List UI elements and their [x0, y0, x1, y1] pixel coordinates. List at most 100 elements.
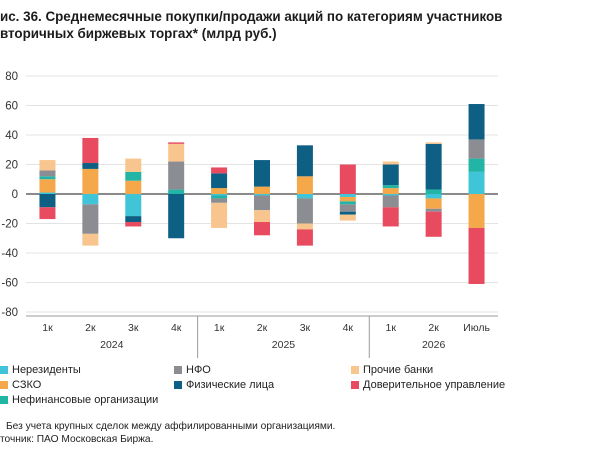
x-tick-label: 2к — [428, 322, 439, 334]
x-tick-label: 4к — [343, 322, 354, 334]
legend-label: СЗКО — [12, 379, 42, 391]
bar-segment — [125, 222, 142, 227]
bar-segment — [382, 195, 399, 208]
bar-segment — [382, 185, 399, 189]
bar-segment — [296, 198, 313, 224]
bar-segment — [468, 139, 485, 159]
bar-segment — [468, 104, 485, 140]
legend-swatch — [351, 366, 359, 374]
y-tick-label: -60 — [1, 278, 18, 290]
bar-segment — [82, 204, 99, 234]
bar-segment — [211, 198, 228, 203]
legend-item-nonfinancial: Нефинансовые организации — [0, 394, 158, 406]
bar-segment — [339, 201, 356, 205]
legend-item-nonresidents: Нерезиденты — [0, 364, 81, 376]
x-tick-label: 1к — [386, 322, 397, 334]
legend-item-szko: СЗКО — [0, 379, 41, 391]
bar-segment — [82, 137, 99, 164]
y-tick-label: -20 — [1, 219, 18, 231]
chart-title: ис. 36. Среднемесячные покупки/продажи а… — [0, 8, 600, 42]
stacked-bar-chart: 80 60 40 20 0 -20 -40 -60 -80 1к 2к 3к 4к 1к 2к 3к 4к 1к 2… — [1, 71, 498, 358]
legend-item-individuals: Физические лица — [174, 379, 274, 391]
bar-segment — [425, 143, 442, 190]
bar-segment — [254, 195, 270, 211]
bar-segment — [425, 208, 442, 212]
y-tick-label: -40 — [1, 248, 18, 260]
source-text: точник: ПАО Московская Биржа. — [0, 434, 154, 445]
legend-item-trust-management: Доверительное управление — [351, 379, 505, 391]
footnotes: Без учета крупных сделок между аффилиров… — [0, 420, 600, 446]
bar-segment — [382, 207, 399, 227]
bar-segment — [254, 186, 270, 194]
y-tick-label: 20 — [5, 160, 18, 172]
bar-segment — [425, 194, 442, 199]
bar-segment — [168, 194, 185, 239]
bar-segment — [339, 164, 356, 194]
chart-title-line-1: ис. 36. Среднемесячные покупки/продажи а… — [0, 9, 503, 24]
x-tick-label: 4к — [171, 322, 182, 334]
x-tick-label: 2к — [85, 322, 96, 334]
legend-swatch — [174, 366, 182, 374]
legend-swatch — [0, 366, 8, 374]
bar-segment — [125, 216, 142, 223]
legend-label: Нефинансовые организации — [12, 394, 159, 406]
bar-segment — [82, 163, 99, 169]
bar-segment — [39, 176, 56, 180]
bar-segment — [39, 192, 56, 194]
bar-segment — [211, 202, 228, 228]
bar-segment — [254, 222, 270, 236]
legend-swatch — [0, 381, 8, 389]
y-tick-label: 0 — [12, 189, 18, 201]
bar-segment — [211, 167, 228, 174]
bar-segment — [339, 196, 356, 202]
group-label: 2026 — [422, 339, 446, 351]
bar-segment — [339, 214, 356, 221]
group-label: 2025 — [272, 339, 296, 351]
x-tick-label: 3к — [128, 322, 139, 334]
legend-swatch — [351, 381, 359, 389]
bar-segment — [382, 164, 399, 186]
bar-segment — [168, 161, 185, 190]
bar-segment — [125, 158, 142, 172]
x-tick-label: 3к — [300, 322, 311, 334]
bar-segment — [254, 160, 270, 187]
bar-segment — [339, 204, 356, 212]
bar-segment — [382, 161, 399, 165]
group-label: 2024 — [100, 339, 124, 351]
legend-label: Прочие банки — [363, 364, 434, 376]
bar-segment — [125, 171, 142, 181]
legend-label: Доверительное управление — [363, 379, 506, 391]
bar-segment — [125, 180, 142, 194]
bar-segment — [468, 171, 485, 194]
bar-segment — [425, 189, 442, 194]
bar-segment — [425, 142, 442, 144]
bar-segment — [339, 211, 356, 215]
legend-swatch — [174, 381, 182, 389]
bar-segment — [296, 176, 313, 194]
footnote-text: Без учета крупных сделок между аффилиров… — [6, 421, 336, 432]
bar-segment — [82, 168, 99, 194]
x-tick-label: 1к — [42, 322, 53, 334]
bar-segment — [168, 189, 185, 194]
bar-segment — [211, 188, 228, 194]
bar-segment — [168, 142, 185, 144]
bar-segment — [39, 207, 56, 220]
bar-segment — [82, 194, 99, 205]
bar-segment — [382, 194, 399, 196]
bar-segment — [125, 194, 142, 217]
bar-segment — [211, 173, 228, 189]
bar-segment — [39, 170, 56, 177]
legend-item-nfo: НФО — [174, 364, 211, 376]
bar-segment — [382, 188, 399, 194]
bar-segment — [211, 194, 228, 196]
x-tick-label: 2к — [257, 322, 268, 334]
bar-segment — [468, 227, 485, 284]
legend-item-other-banks: Прочие банки — [351, 364, 433, 376]
bar-segment — [82, 233, 99, 246]
bar-segment — [211, 195, 228, 199]
bar-segment — [296, 223, 313, 230]
bar-segment — [296, 229, 313, 246]
legend-label: НФО — [186, 364, 211, 376]
bar-segment — [39, 194, 56, 208]
y-tick-label: 80 — [5, 71, 18, 83]
